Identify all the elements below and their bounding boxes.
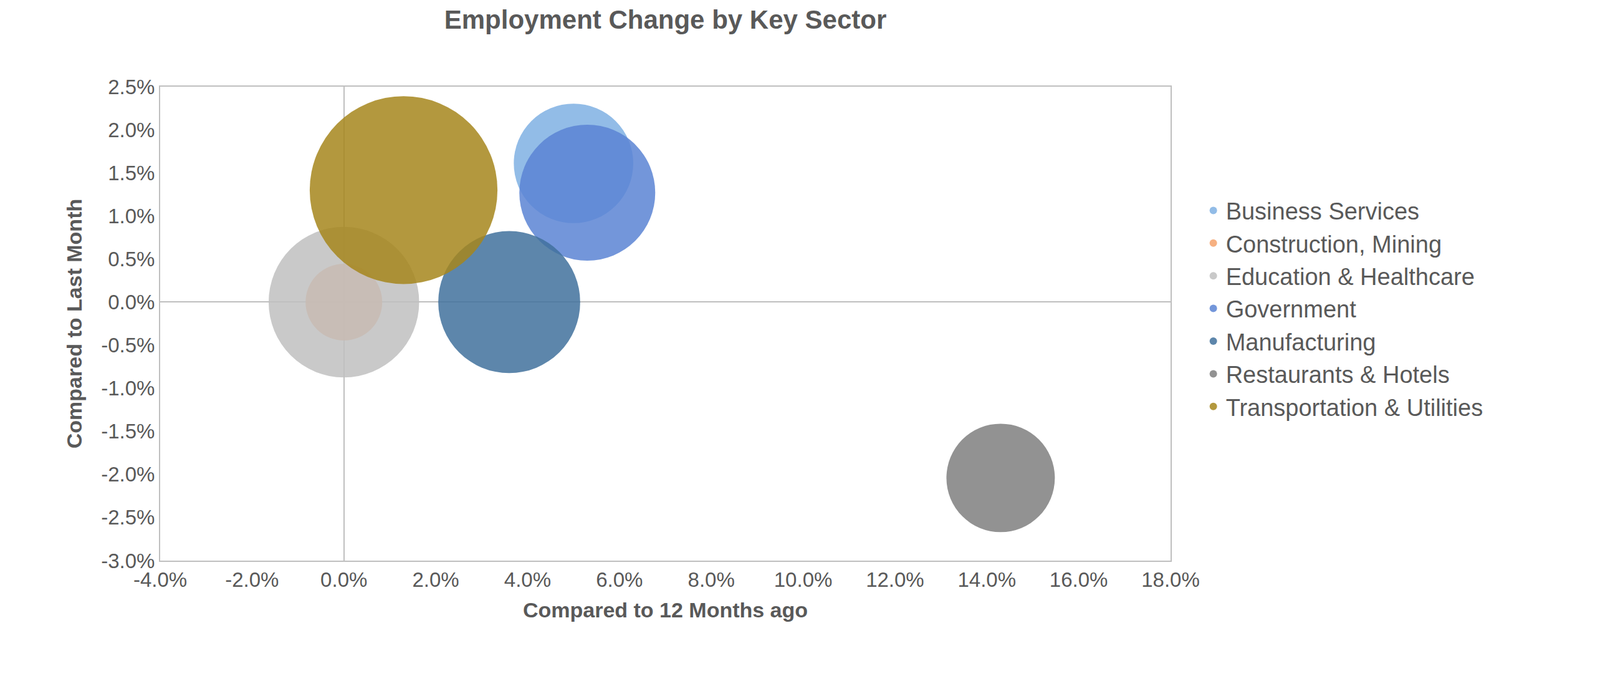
svg-text:Transportation & Utilities: Transportation & Utilities [1226,394,1484,421]
svg-text:4.0%: 4.0% [504,567,551,591]
svg-text:-0.5%: -0.5% [100,333,155,357]
svg-text:0.5%: 0.5% [107,247,155,271]
svg-text:-2.0%: -2.0% [225,567,279,591]
svg-text:-3.0%: -3.0% [100,549,155,573]
svg-text:6.0%: 6.0% [595,567,643,591]
svg-text:Construction, Mining: Construction, Mining [1226,231,1442,258]
svg-text:2.0%: 2.0% [107,118,155,142]
svg-text:0.0%: 0.0% [320,567,368,591]
svg-text:-1.5%: -1.5% [100,419,155,443]
svg-text:-2.0%: -2.0% [100,462,155,486]
svg-text:Manufacturing: Manufacturing [1226,329,1377,356]
svg-text:1.5%: 1.5% [107,161,155,185]
svg-text:16.0%: 16.0% [1049,567,1109,591]
svg-text:Compared to 12 Months ago: Compared to 12 Months ago [522,597,808,622]
svg-text:-2.5%: -2.5% [100,505,155,529]
svg-text:Employment Change by Key Secto: Employment Change by Key Sector [444,4,887,35]
svg-text:1.0%: 1.0% [107,204,155,228]
svg-text:2.0%: 2.0% [411,567,459,591]
svg-text:0.0%: 0.0% [107,290,155,314]
svg-text:2.5%: 2.5% [107,75,155,99]
svg-text:10.0%: 10.0% [774,567,833,591]
svg-text:Education & Healthcare: Education & Healthcare [1226,263,1475,290]
svg-text:Compared to Last Month: Compared to Last Month [62,198,87,449]
svg-text:12.0%: 12.0% [865,567,925,591]
svg-text:-4.0%: -4.0% [133,567,187,591]
svg-text:14.0%: 14.0% [957,567,1016,591]
svg-text:Business Services: Business Services [1226,198,1420,225]
svg-text:Restaurants & Hotels: Restaurants & Hotels [1226,361,1450,388]
svg-text:Government: Government [1226,296,1357,323]
svg-text:18.0%: 18.0% [1141,567,1200,591]
svg-text:-1.0%: -1.0% [100,376,155,400]
svg-text:8.0%: 8.0% [688,567,735,591]
